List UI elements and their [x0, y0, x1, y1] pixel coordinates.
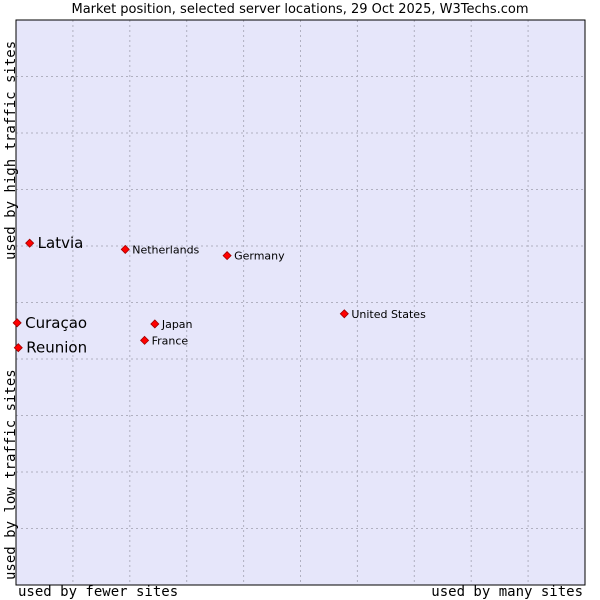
point-united-states: United States [339, 308, 426, 321]
point-label: Latvia [38, 234, 84, 252]
point-marker [140, 335, 150, 345]
point-marker [222, 251, 232, 261]
data-points: Latvia Curaçao Reunion Netherlands Germany Ja… [12, 234, 426, 357]
point-marker [150, 319, 160, 329]
point-germany: Germany [222, 250, 285, 263]
point-reunion: Reunion [13, 339, 87, 357]
point-marker [13, 343, 23, 353]
point-marker [339, 309, 349, 319]
point-japan: Japan [150, 318, 193, 331]
point-netherlands: Netherlands [120, 243, 200, 256]
point-marker [25, 238, 35, 248]
point-france: France [140, 334, 189, 347]
point-label: Netherlands [132, 243, 199, 256]
point-label: United States [351, 308, 426, 321]
chart-title: Market position, selected server locatio… [71, 2, 529, 17]
grid-lines [16, 20, 585, 585]
plot-frame [15, 19, 586, 586]
x-axis-label-left: used by fewer sites [18, 584, 179, 600]
point-label: Curaçao [25, 314, 87, 332]
point-marker [12, 318, 22, 328]
point-label: Japan [161, 318, 193, 331]
point-label: Germany [234, 250, 285, 263]
x-axis-label-right: used by many sites [431, 584, 583, 600]
point-marker [120, 244, 130, 254]
y-axis-label-bottom: used by low traffic sites [3, 369, 19, 580]
point-label: Reunion [26, 339, 87, 357]
point-cura-ao: Curaçao [12, 314, 87, 332]
y-axis-label-top: used by high traffic sites [3, 40, 19, 260]
point-latvia: Latvia [25, 234, 84, 252]
point-label: France [152, 334, 189, 347]
